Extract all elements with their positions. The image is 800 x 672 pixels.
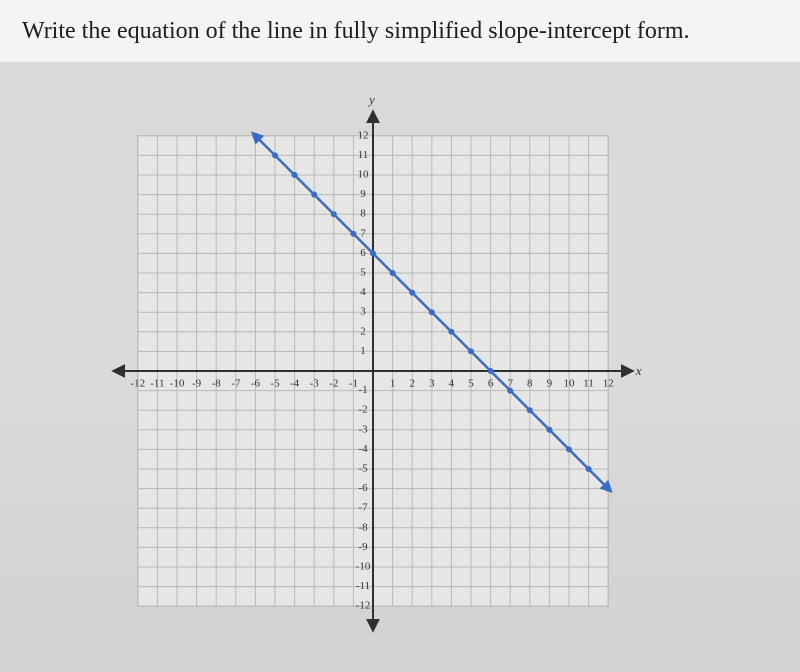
data-point [468,348,474,355]
data-point [546,426,553,433]
x-tick-label: 8 [527,378,533,390]
y-tick-label: 4 [360,286,366,298]
data-point [526,407,533,414]
y-tick-label: 11 [358,149,369,161]
data-point [389,270,396,276]
y-tick-label: 10 [358,169,370,181]
data-point [566,446,572,453]
data-point [409,289,416,296]
y-tick-label: -8 [358,521,368,533]
y-tick-label: 9 [360,188,366,200]
x-tick-label: 4 [449,378,455,390]
data-point [448,328,455,335]
x-tick-label: 3 [429,378,435,390]
plot: xy-12 -11 -10 -9 -8 -7 -6 -5 -4 -3 -2 -1 1 2 3 4 5 6 7 8 9 10… [111,92,642,633]
x-tick-label: -10 [170,378,185,390]
y-tick-label: -2 [358,404,367,416]
data-point [272,152,278,159]
y-tick-label: 2 [360,325,366,337]
x-tick-label: -5 [270,378,280,390]
x-tick-label: 6 [488,378,494,390]
title-bar [0,0,800,62]
data-point [507,387,514,394]
y-tick-label: 7 [360,227,366,239]
x-tick-label: -2 [329,378,338,390]
x-axis-label: x [635,363,642,378]
x-tick-label: -6 [251,378,261,390]
y-tick-label: 5 [360,267,366,279]
data-point [252,132,259,139]
y-tick-label: 3 [360,306,366,318]
x-tick-label: -4 [290,378,300,390]
data-point [585,466,592,472]
y-tick-label: 12 [358,129,369,141]
question-title: Write the equation of the line in fully … [22,18,690,44]
y-axis-label: y [367,92,375,107]
y-tick-label: -4 [358,443,368,455]
data-point [291,172,298,178]
x-tick-label: 10 [564,378,576,390]
x-tick-label: 1 [390,378,396,390]
y-tick-label: -11 [356,580,370,592]
y-tick-label: 6 [360,247,366,259]
data-point [428,309,435,316]
y-tick-label: -7 [358,502,368,514]
y-tick-label: 8 [360,208,366,220]
x-tick-label: -1 [349,378,358,390]
x-tick-label: 2 [409,378,415,390]
x-tick-label: 9 [547,378,553,390]
data-point [370,250,376,257]
y-tick-label: -6 [358,482,368,494]
x-tick-label: -11 [150,378,164,390]
x-tick-label: -3 [310,378,320,390]
x-tick-label: 12 [603,378,614,390]
y-tick-label: -3 [358,423,368,435]
x-tick-label: -8 [212,378,222,390]
y-tick-label: -10 [356,561,371,573]
y-tick-label: 1 [360,345,366,357]
x-tick-label: -9 [192,378,202,390]
data-point [350,230,357,237]
data-point [605,485,612,492]
y-tick-label: -1 [358,384,367,396]
y-tick-label: -9 [358,541,368,553]
data-point [311,191,318,198]
y-tick-label: -5 [358,463,368,475]
data-point [487,368,494,374]
x-tick-label: -12 [130,378,145,390]
x-tick-label: 11 [583,378,594,390]
y-tick-label: -12 [356,600,371,612]
x-tick-label: -7 [231,378,241,390]
data-point [330,211,337,218]
x-tick-label: 5 [468,378,474,390]
